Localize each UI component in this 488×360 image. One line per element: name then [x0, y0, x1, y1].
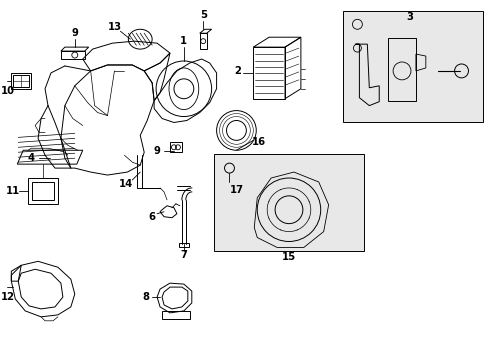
Text: 15: 15	[282, 252, 295, 262]
Text: 17: 17	[229, 185, 243, 195]
Text: 6: 6	[148, 212, 155, 222]
Text: 12: 12	[0, 292, 14, 302]
Text: 9: 9	[71, 28, 78, 38]
Bar	[342, 12, 482, 122]
Text: 14: 14	[119, 179, 133, 189]
Text: 3: 3	[406, 12, 412, 22]
Bar	[213, 154, 364, 251]
Text: 16: 16	[252, 137, 266, 147]
Text: 2: 2	[233, 66, 241, 76]
Text: 7: 7	[180, 250, 187, 260]
Text: 11: 11	[6, 186, 20, 196]
Text: 4: 4	[27, 153, 35, 163]
Text: 1: 1	[180, 36, 187, 46]
Text: 10: 10	[0, 86, 14, 96]
Text: 8: 8	[142, 292, 149, 302]
Text: 5: 5	[199, 10, 206, 21]
Text: 13: 13	[107, 22, 121, 32]
Text: 9: 9	[153, 146, 160, 156]
